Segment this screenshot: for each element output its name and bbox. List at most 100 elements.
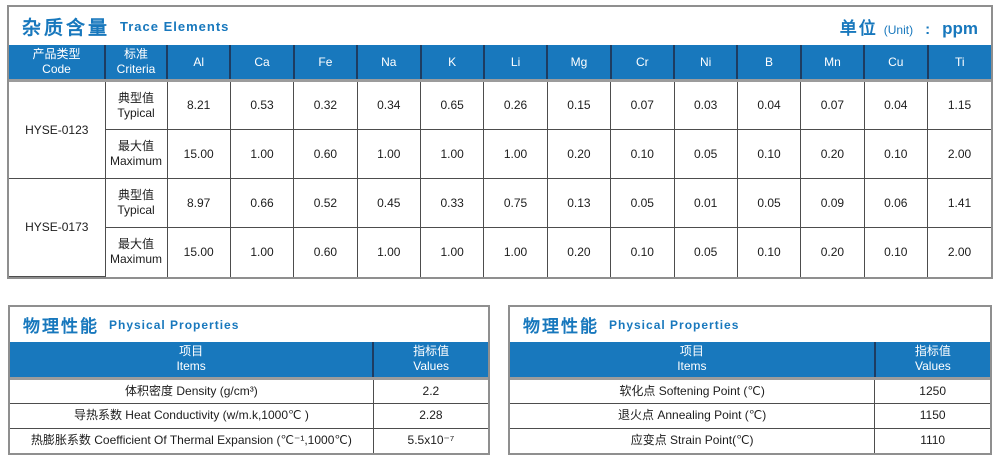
column-header-element: Mn <box>799 45 865 82</box>
column-header-values-en: Values <box>914 359 951 374</box>
value-cell: 1.00 <box>229 129 295 179</box>
column-header-element: Ca <box>229 45 294 82</box>
value-cell: 2.00 <box>927 227 991 277</box>
column-header-items: 项目 Items <box>510 342 875 380</box>
trace-elements-titlebar: 杂质含量 Trace Elements 单位 (Unit) : ppm <box>9 7 991 45</box>
physical-right-header-row: 项目 Items 指标值 Values <box>510 342 990 380</box>
criteria-cn: 最大值 <box>117 139 154 153</box>
value-cell: 0.60 <box>293 129 358 179</box>
value-cell: 1.00 <box>483 227 548 277</box>
value-cell: 0.53 <box>229 80 295 130</box>
value-cell: 15.00 <box>166 227 231 277</box>
product-code-cell: HYSE-0123 <box>9 80 106 179</box>
value-cell: 5.5x10⁻⁷ <box>372 427 488 453</box>
value-cell: 0.20 <box>800 129 865 179</box>
physical-right-table: 项目 Items 指标值 Values 软化点 Softening Point … <box>510 342 990 453</box>
column-header-element: Ni <box>672 45 738 82</box>
criteria-en: Typical <box>117 203 155 217</box>
value-cell: 0.06 <box>863 178 929 228</box>
physical-right-titlebar: 物理性能 Physical Properties <box>510 307 990 342</box>
value-cell: 0.04 <box>736 80 802 130</box>
value-cell: 1.00 <box>419 129 485 179</box>
item-cell: 软化点 Softening Point (℃) <box>510 377 876 404</box>
column-header-element: Na <box>356 45 421 82</box>
value-cell: 1.15 <box>927 80 991 130</box>
value-cell: 0.05 <box>673 227 738 277</box>
column-header-items-cn: 项目 <box>679 344 704 359</box>
value-cell: 1.00 <box>229 227 295 277</box>
criteria-en: Maximum <box>109 252 162 267</box>
criteria-cn: 最大值 <box>117 237 154 252</box>
value-cell: 0.05 <box>610 178 675 228</box>
column-header-criteria: 标准 Criteria <box>104 45 167 82</box>
table-row: 退火点 Annealing Point (℃) 1150 <box>510 402 990 429</box>
trace-header-row: 产品类型 Code 标准 Criteria Al Ca Fe Na K Li M… <box>9 45 991 82</box>
value-cell: 1.00 <box>483 129 548 179</box>
value-cell: 0.10 <box>610 129 675 179</box>
physical-properties-right-panel: 物理性能 Physical Properties 项目 Items 指标值 Va… <box>508 305 992 455</box>
value-cell: 15.00 <box>166 129 231 179</box>
value-cell: 0.32 <box>293 80 358 130</box>
value-cell: 0.10 <box>736 129 802 179</box>
column-header-code: 产品类型 Code <box>9 45 105 82</box>
column-header-element: Cu <box>863 45 928 82</box>
unit-label-cn: 单位 <box>839 18 878 38</box>
value-cell: 1.00 <box>419 227 485 277</box>
criteria-cell: 典型值 Typical <box>104 178 168 228</box>
criteria-cell: 典型值 Typical <box>104 80 168 130</box>
column-header-values-cn: 指标值 <box>914 344 951 359</box>
product-code-cell: HYSE-0173 <box>9 178 106 277</box>
table-row: 应变点 Strain Point(℃) 1110 <box>510 427 990 453</box>
value-cell: 0.10 <box>736 227 802 277</box>
value-cell: 2.00 <box>927 129 991 179</box>
value-cell: 0.20 <box>546 129 612 179</box>
criteria-cn: 典型值 <box>117 90 154 105</box>
value-cell: 0.34 <box>356 80 422 130</box>
item-cell: 热膨胀系数 Coefficient Of Thermal Expansion (… <box>10 427 374 453</box>
value-cell: 0.20 <box>546 227 612 277</box>
table-row: HYSE-0173 典型值 Typical 8.97 0.66 0.52 0.4… <box>9 178 991 277</box>
value-cell: 2.28 <box>372 402 488 429</box>
value-cell: 0.07 <box>610 80 675 130</box>
criteria-en: Maximum <box>109 154 162 168</box>
column-header-code-en: Code <box>42 62 71 76</box>
value-cell: 0.75 <box>483 178 548 228</box>
value-cell: 0.04 <box>863 80 929 130</box>
column-header-element: K <box>419 45 484 82</box>
unit-label: 单位 (Unit) : ppm <box>840 14 978 39</box>
value-cell: 8.97 <box>166 178 231 228</box>
physical-properties-left-panel: 物理性能 Physical Properties 项目 Items 指标值 Va… <box>8 305 490 455</box>
physical-left-header-row: 项目 Items 指标值 Values <box>10 342 488 380</box>
value-cell: 2.2 <box>372 377 488 404</box>
trace-elements-table: 产品类型 Code 标准 Criteria Al Ca Fe Na K Li M… <box>9 45 991 277</box>
unit-label-en: (Unit) <box>883 22 914 37</box>
column-header-items: 项目 Items <box>10 342 374 380</box>
table-row: 最大值 Maximum 15.00 1.00 0.60 1.00 1.00 1.… <box>9 227 991 277</box>
trace-elements-title-en: Trace Elements <box>120 18 230 34</box>
column-header-values: 指标值 Values <box>372 342 488 380</box>
value-cell: 1.00 <box>356 227 422 277</box>
value-cell: 1.41 <box>927 178 991 228</box>
table-row: 热膨胀系数 Coefficient Of Thermal Expansion (… <box>10 427 488 453</box>
value-cell: 0.05 <box>736 178 802 228</box>
physical-right-title-cn: 物理性能 <box>523 317 599 336</box>
unit-value: ppm <box>942 18 978 38</box>
value-cell: 0.66 <box>229 178 295 228</box>
trace-elements-panel: 杂质含量 Trace Elements 单位 (Unit) : ppm 产品类型… <box>7 5 993 279</box>
value-cell: 1150 <box>874 402 990 429</box>
value-cell: 0.05 <box>673 129 738 179</box>
item-cell: 导热系数 Heat Conductivity (w/m.k,1000℃ ) <box>10 402 374 429</box>
column-header-items-cn: 项目 <box>179 344 204 359</box>
physical-left-title-en: Physical Properties <box>109 317 240 332</box>
column-header-values-en: Values <box>413 359 450 374</box>
trace-elements-title-cn: 杂质含量 <box>22 17 111 39</box>
value-cell: 0.03 <box>673 80 738 130</box>
criteria-cell: 最大值 Maximum <box>105 227 168 277</box>
item-cell: 退火点 Annealing Point (℃) <box>510 402 876 429</box>
value-cell: 0.09 <box>800 178 865 228</box>
value-cell: 1110 <box>874 427 990 453</box>
table-row: 体积密度 Density (g/cm³) 2.2 <box>10 377 488 404</box>
value-cell: 0.26 <box>483 80 548 130</box>
column-header-element: B <box>736 45 801 82</box>
value-cell: 0.45 <box>356 178 422 228</box>
